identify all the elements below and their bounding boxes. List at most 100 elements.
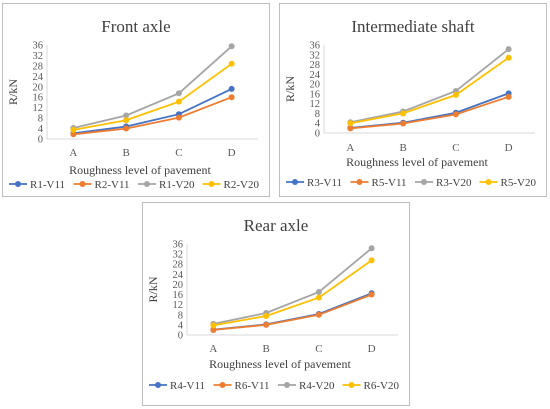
y-axis-label: R/kN xyxy=(6,79,20,105)
y-tick-label: 0 xyxy=(315,129,320,140)
intermediate-shaft-chart: Intermediate shaft 0 4 8 12 16 20 24 28 32 36 A B C D R… xyxy=(279,3,547,197)
y-tick-label: 24 xyxy=(33,72,44,83)
y-axis-label: R/kN xyxy=(146,276,160,302)
legend-label: R5-V11 xyxy=(372,177,407,189)
data-point-r5-v20-b xyxy=(400,110,407,117)
legend-swatch-marker xyxy=(208,181,215,187)
legend-label: R3-V20 xyxy=(436,177,472,189)
legend-label: R6-V11 xyxy=(235,380,270,392)
y-tick-label: 0 xyxy=(178,331,183,342)
legend-swatch-marker xyxy=(485,179,492,185)
x-axis-label: Roughness level of pavement xyxy=(346,155,488,169)
x-tick-label: B xyxy=(399,142,406,154)
x-tick-label: C xyxy=(315,343,322,355)
legend-item-r5-v11: R5-V11 xyxy=(350,177,407,189)
data-point-r2-v20-c xyxy=(175,98,182,105)
series-line-r6-v11 xyxy=(213,293,372,331)
legend-item-r2-v20: R2-V20 xyxy=(202,179,260,191)
x-tick-label: A xyxy=(209,343,217,355)
legend-item-r4-v20: R4-V20 xyxy=(278,380,335,392)
data-point-r6-v20-d xyxy=(368,257,375,264)
data-point-r6-v11-c xyxy=(315,311,322,318)
chart-title: Intermediate shaft xyxy=(351,17,474,36)
x-tick-label: C xyxy=(175,147,182,159)
legend-item-r3-v20: R3-V20 xyxy=(415,177,472,189)
y-tick-label: 20 xyxy=(310,80,321,91)
x-tick-label: B xyxy=(122,147,129,159)
series-line-r4-v11 xyxy=(213,292,372,331)
y-tick-label: 36 xyxy=(310,41,321,52)
data-point-r5-v20-c xyxy=(452,91,459,98)
legend-item-r4-v11: R4-V11 xyxy=(149,380,205,392)
legend-swatch-marker xyxy=(421,179,427,185)
legend-item-r2-v11: R2-V11 xyxy=(73,179,130,191)
legend-swatch-marker xyxy=(284,382,290,388)
legend-label: R2-V20 xyxy=(224,179,260,191)
data-point-r2-v11-b xyxy=(123,125,130,132)
series-line-r1-v11 xyxy=(73,88,232,135)
x-tick-label: A xyxy=(346,142,354,154)
y-tick-label: 0 xyxy=(38,135,43,146)
y-tick-label: 24 xyxy=(173,270,184,281)
data-point-r6-v11-a xyxy=(210,326,217,333)
data-point-r5-v11-d xyxy=(505,93,512,100)
data-point-r1-v20-b xyxy=(123,112,130,119)
y-axis-label: R/kN xyxy=(283,76,297,102)
legend-swatch-marker xyxy=(219,382,226,388)
y-tick-label: 28 xyxy=(33,61,44,72)
series-line-r3-v20 xyxy=(350,48,510,124)
y-tick-label: 12 xyxy=(173,300,184,311)
legend-label: R1-V20 xyxy=(159,179,195,191)
y-tick-label: 16 xyxy=(173,290,184,301)
data-point-r6-v20-c xyxy=(315,294,322,301)
data-point-r5-v11-a xyxy=(347,125,354,132)
legend-label: R4-V11 xyxy=(170,380,205,392)
y-tick-label: 16 xyxy=(310,89,321,100)
y-tick-label: 4 xyxy=(315,119,321,130)
legend-swatch-marker xyxy=(348,382,355,388)
data-point-r1-v20-c xyxy=(175,90,182,97)
y-tick-label: 24 xyxy=(310,70,321,81)
y-tick-label: 28 xyxy=(310,60,321,71)
data-point-r2-v11-c xyxy=(175,114,182,121)
legend-label: R4-V20 xyxy=(299,380,335,392)
legend-swatch-marker xyxy=(292,179,298,185)
y-tick-label: 36 xyxy=(33,41,44,52)
y-tick-label: 32 xyxy=(33,51,44,62)
x-tick-label: D xyxy=(368,343,376,355)
legend-label: R3-V11 xyxy=(307,177,342,189)
x-tick-label: D xyxy=(228,147,236,159)
data-point-r2-v11-a xyxy=(70,131,77,138)
legend-swatch-marker xyxy=(356,179,363,185)
data-point-r2-v11-d xyxy=(228,94,235,101)
y-tick-label: 16 xyxy=(33,93,44,104)
legend-item-r1-v11: R1-V11 xyxy=(9,179,65,191)
legend-item-r5-v20: R5-V20 xyxy=(479,177,537,189)
legend-swatch-marker xyxy=(155,382,161,388)
series-line-r2-v11 xyxy=(73,96,232,136)
y-tick-label: 32 xyxy=(310,50,321,61)
y-tick-label: 8 xyxy=(38,114,43,125)
rear-axle-chart: Rear axle 0 4 8 12 16 20 24 28 32 36 A B C D Roughness … xyxy=(142,202,410,406)
legend-swatch-marker xyxy=(144,181,150,187)
series-line-r5-v11 xyxy=(350,95,509,130)
y-tick-label: 36 xyxy=(173,240,184,251)
legend-label: R6-V20 xyxy=(364,380,400,392)
data-point-r5-v20-d xyxy=(505,54,512,61)
legend-label: R1-V11 xyxy=(30,179,65,191)
series-line-r6-v20 xyxy=(213,259,373,327)
series-line-r2-v20 xyxy=(73,63,233,131)
x-tick-label: C xyxy=(452,142,459,154)
data-point-r5-v11-b xyxy=(400,120,407,127)
y-tick-label: 8 xyxy=(178,310,183,321)
legend-label: R5-V20 xyxy=(501,177,537,189)
data-point-r1-v20-d xyxy=(228,43,235,50)
legend-swatch-marker xyxy=(79,181,86,187)
legend-item-r6-v20: R6-V20 xyxy=(342,380,400,392)
data-point-r5-v20-a xyxy=(347,120,354,127)
series-line-r1-v20 xyxy=(73,45,233,129)
y-tick-label: 12 xyxy=(310,99,321,110)
y-tick-label: 4 xyxy=(178,320,184,331)
data-point-r6-v20-b xyxy=(263,313,270,320)
